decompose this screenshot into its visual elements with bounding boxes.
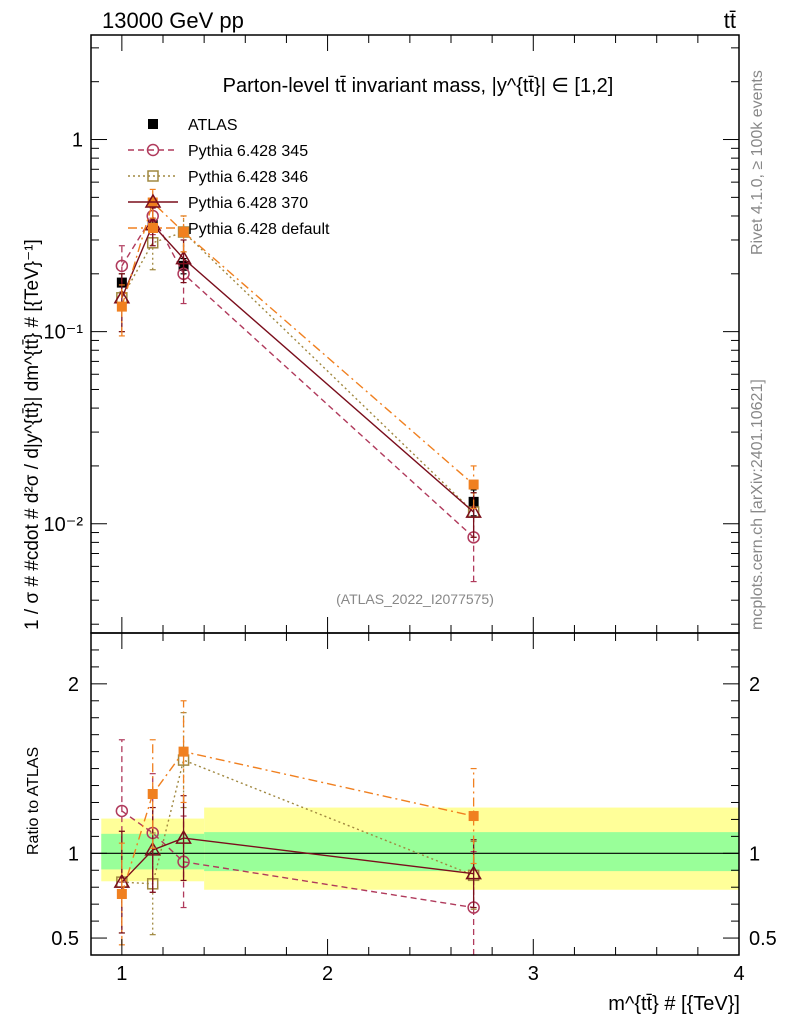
series-p345: [115, 200, 480, 583]
ratio-y-tick-label: 0.5: [51, 928, 79, 950]
ratio-y-tick-label-right: 1: [749, 843, 760, 865]
point-p370: [144, 841, 162, 856]
series-line-pdefault: [121, 750, 474, 895]
y-tick-label: 10⁻¹: [44, 322, 84, 344]
ratio-y-tick-label-right: 0.5: [749, 928, 777, 950]
point-p370: [465, 865, 482, 880]
point-pdefault: [468, 479, 479, 490]
legend-entry-atlas: ATLAS: [148, 117, 238, 134]
point-pdefault: [178, 746, 189, 757]
legend-marker-atlas: [148, 119, 158, 129]
legend-label-p346: Pythia 6.428 346: [188, 169, 308, 186]
series-line-p346: [121, 231, 475, 513]
point-p370: [175, 829, 192, 844]
series-line-pdefault: [121, 201, 475, 486]
legend-marker-pdefault: [148, 223, 158, 233]
series-line-p370: [121, 223, 475, 513]
process-label: tt̄: [724, 8, 736, 33]
energy-label: 13000 GeV pp: [102, 8, 244, 33]
legend-entry-p370: Pythia 6.428 370: [128, 193, 308, 212]
legend-label-p345: Pythia 6.428 345: [188, 143, 308, 160]
point-pdefault: [116, 301, 127, 312]
series-p370: [113, 207, 482, 538]
legend-label-p370: Pythia 6.428 370: [188, 195, 308, 212]
point-p370: [465, 503, 482, 518]
legend: ATLAS Pythia 6.428 345 Pythia 6.428 346 Pyt…: [128, 117, 330, 238]
ratio-frame: [90, 632, 740, 956]
y-tick-label: 1: [72, 130, 83, 152]
legend-entry-p346: Pythia 6.428 346: [128, 169, 308, 186]
series-p346: [116, 215, 480, 538]
main-panel: 10⁻² 10⁻¹ 1 Parton-level tt̄ invariant mas…: [22, 34, 740, 634]
point-pdefault: [178, 227, 189, 238]
point-pdefault: [116, 888, 127, 899]
x-tick-label: 4: [733, 963, 744, 985]
series-line-p345: [121, 214, 475, 538]
ratio-y-tick-label: 1: [68, 843, 79, 865]
point-p370: [175, 250, 192, 265]
mcplots-label: mcplots.cern.ch [arXiv:2401.10621]: [749, 379, 766, 630]
x-tick-label: 1: [116, 963, 127, 985]
x-tick-label: 3: [528, 963, 539, 985]
ratio-panel: 0.5 0.5 1 1 2 2 1 2 3 4 Ratio to ATLAS m^{tt̄} # …: [25, 632, 777, 1015]
ratio-y-tick-label: 2: [68, 674, 79, 696]
legend-label-pdefault: Pythia 6.428 default: [188, 221, 330, 238]
series-line-p370: [121, 837, 474, 883]
x-tick-label: 2: [322, 963, 333, 985]
point-pdefault: [468, 811, 479, 822]
main-title: Parton-level tt̄ invariant mass, |y^{tt̄…: [223, 75, 614, 97]
legend-entry-p345: Pythia 6.428 345: [128, 143, 308, 160]
watermark: (ATLAS_2022_I2077575): [336, 591, 494, 607]
point-p345: [115, 259, 129, 273]
point-p345: [115, 804, 129, 818]
x-axis-label: m^{tt̄} # [{TeV}]: [608, 993, 740, 1015]
legend-entry-pdefault: Pythia 6.428 default: [128, 221, 330, 238]
legend-label-atlas: ATLAS: [188, 117, 238, 134]
series-line-p346: [121, 759, 474, 885]
legend-marker-p346: [147, 170, 159, 182]
legend-marker-p345: [146, 143, 160, 157]
y-tick-label: 10⁻²: [44, 514, 84, 536]
series-atlas: [116, 217, 479, 517]
legend-marker-p370: [144, 193, 162, 208]
ratio-ylabel: Ratio to ATLAS: [25, 747, 42, 855]
point-pdefault: [147, 789, 158, 799]
series-pdefault: [116, 700, 479, 946]
main-ylabel: 1 / σ # #cdot # d²σ / d|y^{tt̄}| dm^{tt̄…: [22, 239, 43, 630]
ratio-y-tick-label-right: 2: [749, 674, 760, 696]
rivet-label: Rivet 4.1.0, ≥ 100k events: [749, 70, 766, 255]
